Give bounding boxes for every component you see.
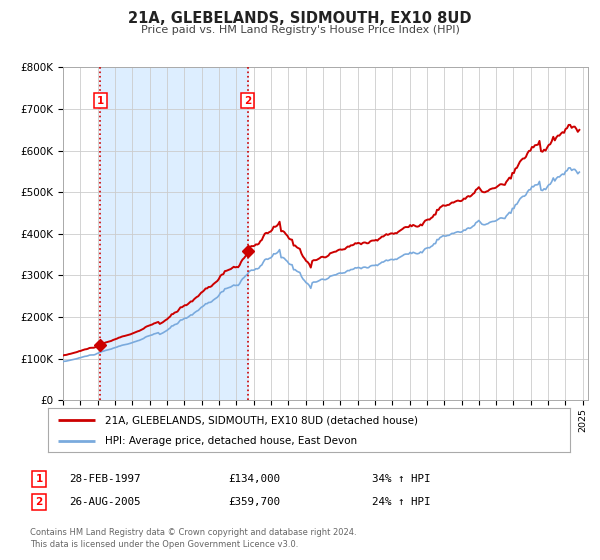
Text: 1: 1 xyxy=(35,474,43,484)
Text: 21A, GLEBELANDS, SIDMOUTH, EX10 8UD (detached house): 21A, GLEBELANDS, SIDMOUTH, EX10 8UD (det… xyxy=(106,415,418,425)
Text: 2: 2 xyxy=(35,497,43,507)
Text: Contains HM Land Registry data © Crown copyright and database right 2024.: Contains HM Land Registry data © Crown c… xyxy=(30,528,356,536)
Text: £359,700: £359,700 xyxy=(228,497,280,507)
Text: 28-FEB-1997: 28-FEB-1997 xyxy=(69,474,140,484)
Text: 2: 2 xyxy=(244,96,251,105)
Text: Price paid vs. HM Land Registry's House Price Index (HPI): Price paid vs. HM Land Registry's House … xyxy=(140,25,460,35)
Text: 21A, GLEBELANDS, SIDMOUTH, EX10 8UD: 21A, GLEBELANDS, SIDMOUTH, EX10 8UD xyxy=(128,11,472,26)
Bar xyxy=(100,67,248,400)
Text: 24% ↑ HPI: 24% ↑ HPI xyxy=(372,497,431,507)
Text: 26-AUG-2005: 26-AUG-2005 xyxy=(69,497,140,507)
Text: HPI: Average price, detached house, East Devon: HPI: Average price, detached house, East… xyxy=(106,436,358,446)
Text: This data is licensed under the Open Government Licence v3.0.: This data is licensed under the Open Gov… xyxy=(30,540,298,549)
Text: £134,000: £134,000 xyxy=(228,474,280,484)
Text: 34% ↑ HPI: 34% ↑ HPI xyxy=(372,474,431,484)
Text: 1: 1 xyxy=(97,96,104,105)
